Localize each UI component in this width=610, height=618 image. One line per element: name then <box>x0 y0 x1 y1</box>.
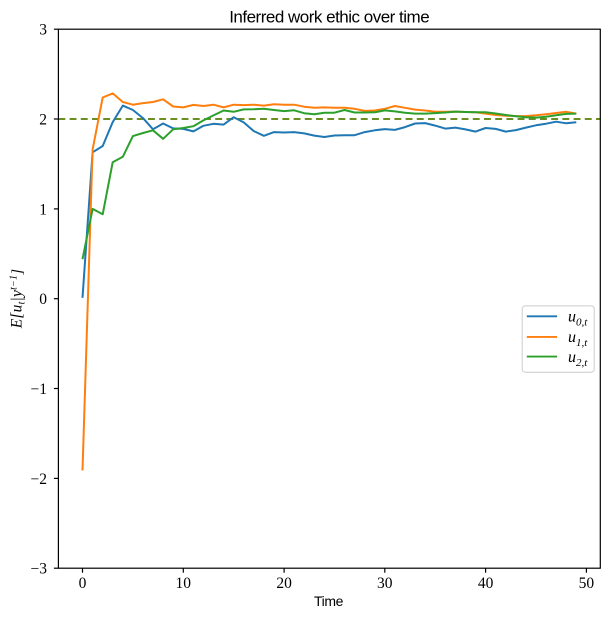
svg-text:40: 40 <box>478 575 494 592</box>
svg-text:2: 2 <box>39 111 47 128</box>
svg-text:10: 10 <box>176 575 192 592</box>
svg-text:1: 1 <box>39 201 47 218</box>
svg-text:−1: −1 <box>31 381 48 398</box>
svg-text:Time: Time <box>314 593 344 609</box>
svg-text:0: 0 <box>79 575 87 592</box>
svg-text:20: 20 <box>276 575 292 592</box>
svg-text:−2: −2 <box>31 471 48 488</box>
svg-text:Inferred work ethic over time: Inferred work ethic over time <box>229 8 429 27</box>
svg-text:3: 3 <box>39 22 47 39</box>
svg-text:50: 50 <box>579 575 595 592</box>
svg-text:30: 30 <box>377 575 393 592</box>
svg-text:−3: −3 <box>31 561 48 578</box>
svg-text:0: 0 <box>39 291 47 308</box>
